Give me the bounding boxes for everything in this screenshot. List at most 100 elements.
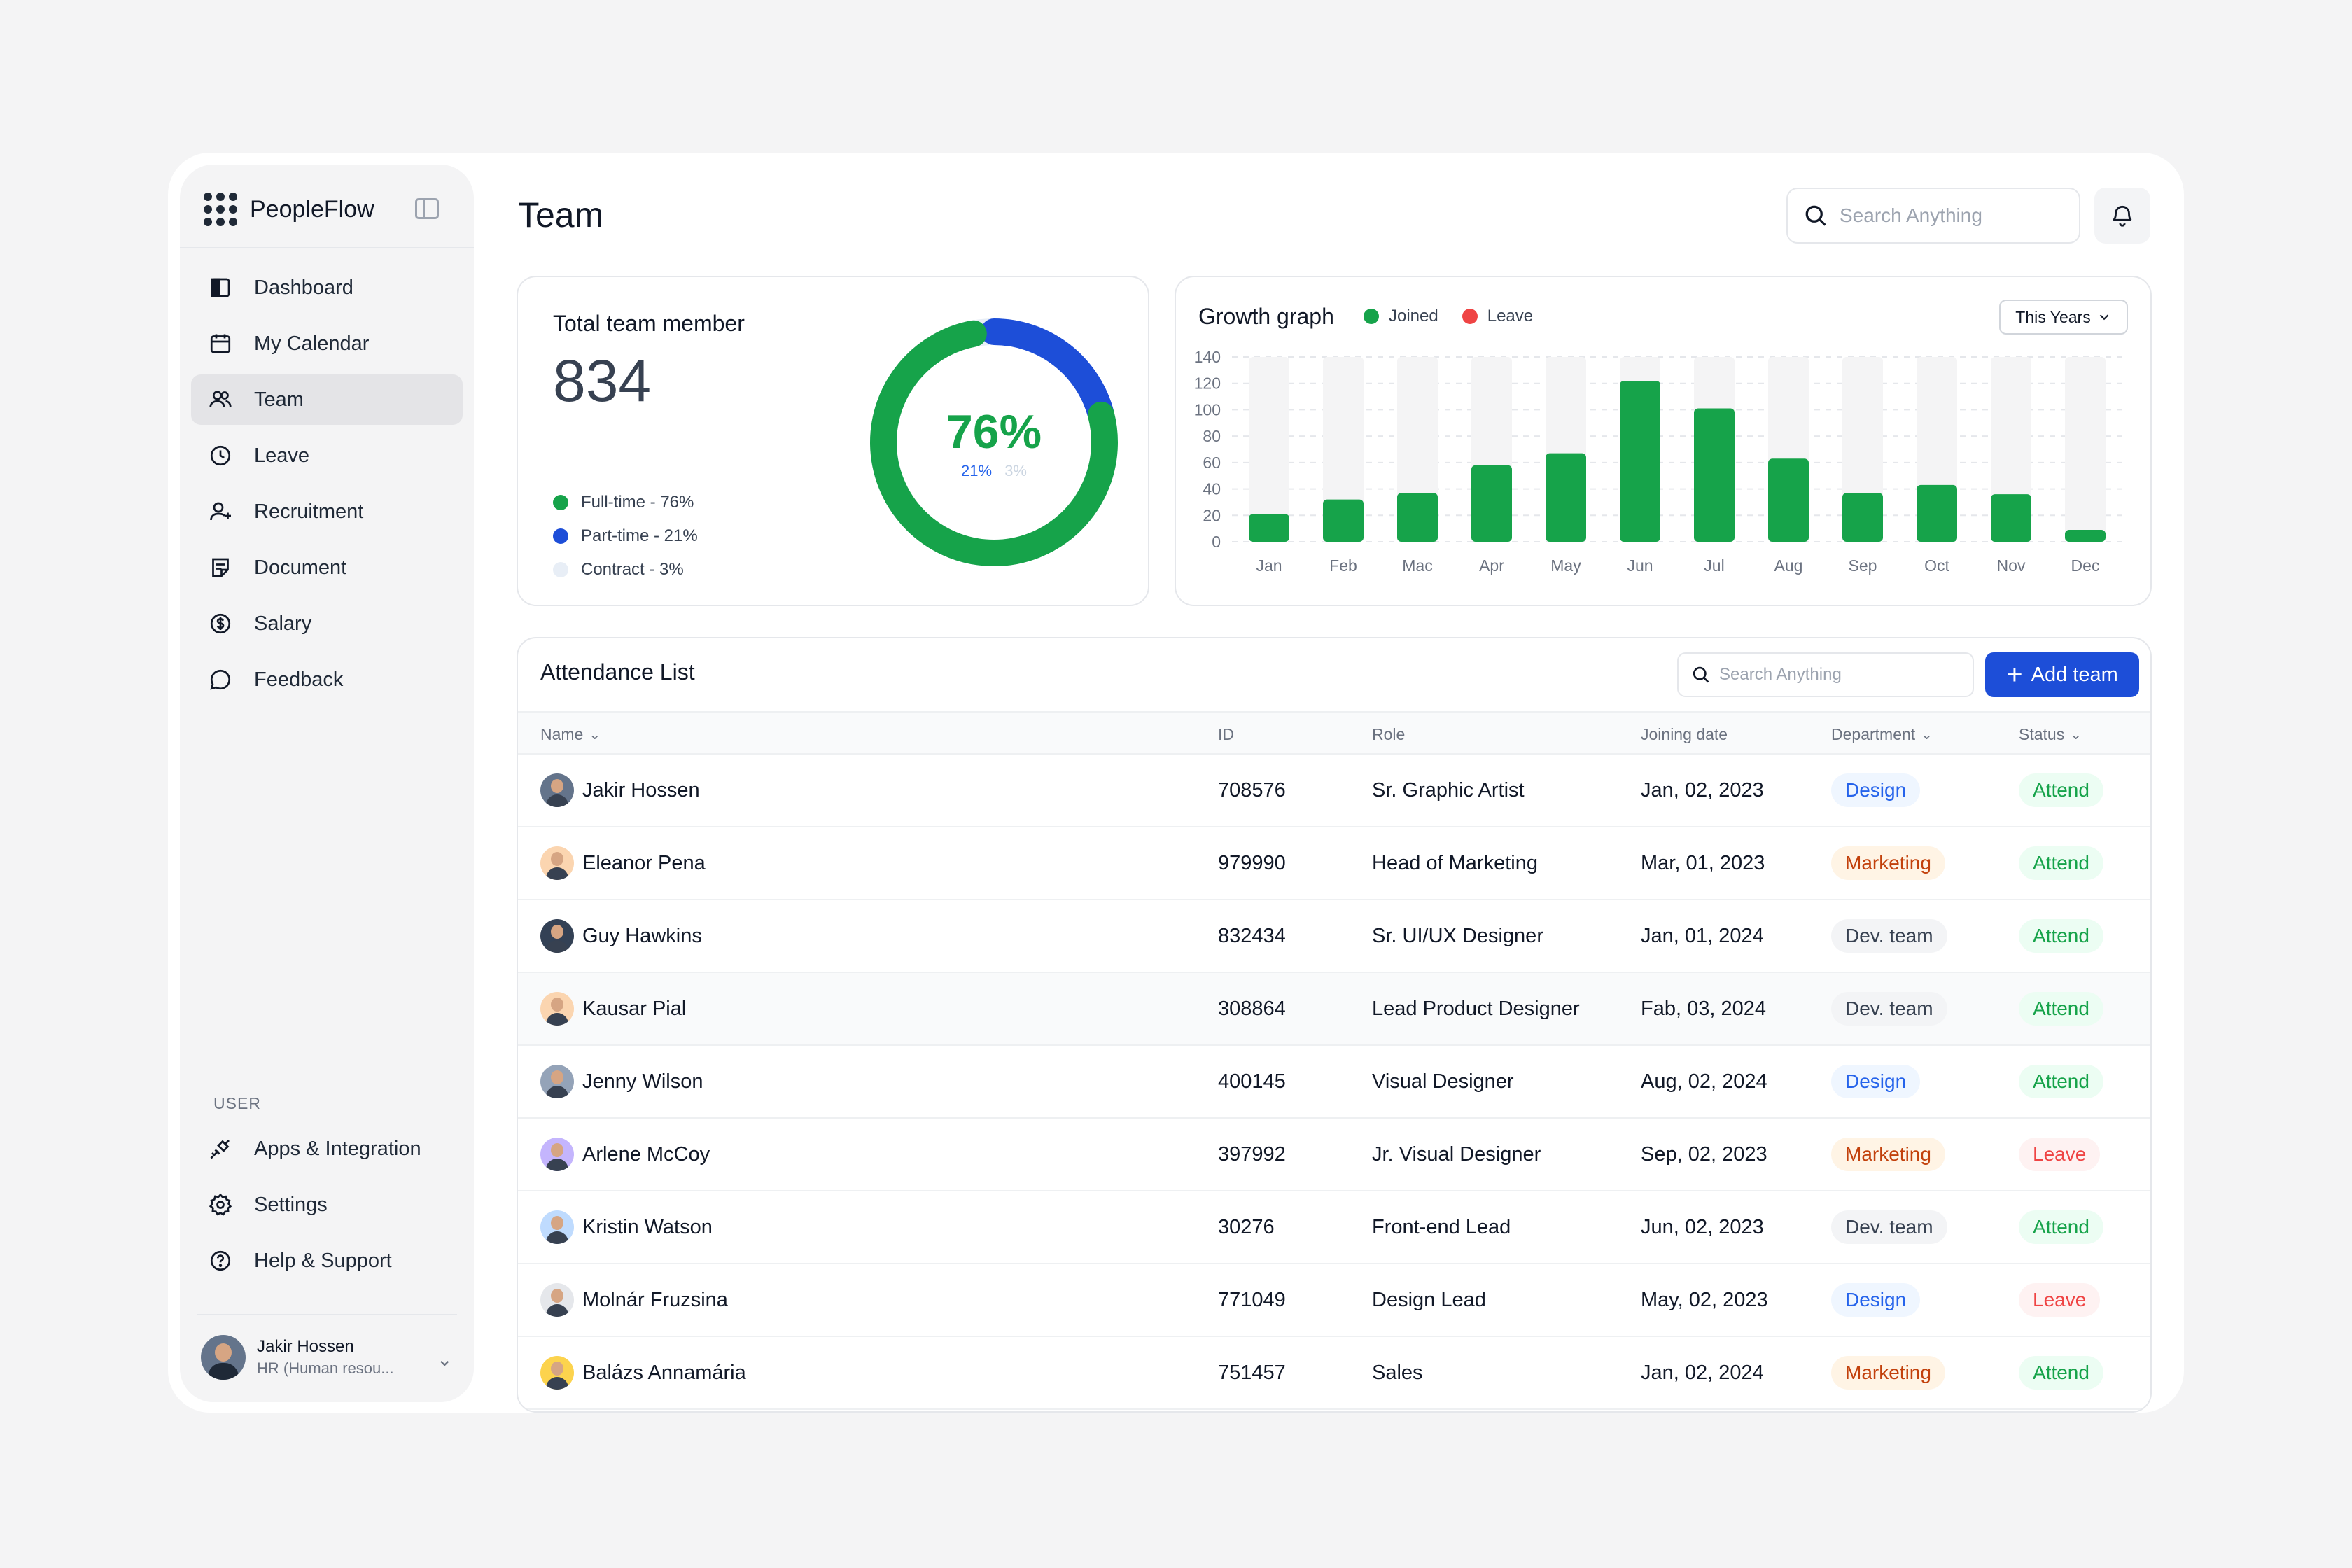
sidebar-toggle-icon[interactable] — [415, 198, 439, 219]
attendance-search-input[interactable] — [1719, 665, 1957, 685]
cell-role: Sales — [1372, 1361, 1423, 1384]
bar-sep[interactable] — [1842, 493, 1883, 542]
search-input[interactable] — [1840, 204, 2050, 227]
member-name: Molnár Fruzsina — [582, 1288, 728, 1311]
sidebar-divider — [180, 247, 474, 248]
cell-joining-date: Mar, 01, 2023 — [1641, 851, 1765, 874]
sidebar-item-team[interactable]: Team — [191, 374, 463, 425]
cell-role: Sr. Graphic Artist — [1372, 778, 1525, 802]
cell-department: Design — [1831, 1264, 1921, 1336]
bar-mac[interactable] — [1397, 493, 1438, 542]
bar-oct[interactable] — [1917, 484, 1957, 542]
bar-may[interactable] — [1546, 453, 1586, 542]
sidebar-item-leave[interactable]: Leave — [191, 430, 463, 481]
x-tick-label: Oct — [1924, 556, 1949, 575]
sidebar-item-settings[interactable]: Settings — [191, 1180, 463, 1230]
global-search[interactable] — [1786, 188, 2080, 244]
cell-name: Kristin Watson — [540, 1191, 713, 1263]
table-row[interactable]: Jakir Hossen 708576 Sr. Graphic Artist Jan,… — [518, 755, 2150, 827]
table-row[interactable]: Balázs Annamária 751457 Sales Jan, 02, 2024… — [518, 1337, 2150, 1410]
cell-status: Attend — [2019, 900, 2104, 972]
status-badge: Leave — [2019, 1283, 2101, 1317]
attendance-search[interactable] — [1677, 652, 1974, 697]
bar-jun[interactable] — [1620, 380, 1660, 542]
cell-role: Front-end Lead — [1372, 1215, 1511, 1238]
department-badge: Dev. team — [1831, 919, 1947, 953]
status-badge: Attend — [2019, 919, 2104, 953]
bar-nov[interactable] — [1991, 494, 2031, 542]
add-team-button[interactable]: + Add team — [1985, 652, 2139, 697]
status-badge: Attend — [2019, 846, 2104, 880]
brand[interactable]: PeopleFlow — [204, 192, 374, 226]
table-row[interactable]: Eleanor Pena 979990 Head of Marketing Mar, … — [518, 827, 2150, 900]
bar-apr[interactable] — [1471, 465, 1512, 542]
sidebar-item-document[interactable]: Document — [191, 542, 463, 593]
cell-department: Marketing — [1831, 827, 1945, 899]
cell-id: 30276 — [1218, 1215, 1275, 1238]
sidebar-item-apps-integration[interactable]: Apps & Integration — [191, 1124, 463, 1174]
peopleflow-logo-icon — [204, 192, 237, 226]
cell-role: Visual Designer — [1372, 1070, 1514, 1093]
cell-name: Balázs Annamária — [540, 1337, 746, 1408]
legend-dot — [553, 562, 568, 578]
y-tick-label: 80 — [1203, 427, 1221, 445]
user-profile-card[interactable]: Jakir Hossen HR (Human resou... ⌄ — [201, 1335, 453, 1380]
help-icon — [208, 1248, 233, 1273]
bar-aug[interactable] — [1768, 458, 1809, 542]
member-name: Balázs Annamária — [582, 1361, 746, 1384]
sidebar-item-label: Dashboard — [254, 276, 354, 299]
sidebar-item-dashboard[interactable]: Dashboard — [191, 262, 463, 313]
sidebar-item-salary[interactable]: Salary — [191, 598, 463, 649]
table-row[interactable]: Kristin Watson 30276 Front-end Lead Jun, 02… — [518, 1191, 2150, 1264]
cell-department: Design — [1831, 1046, 1921, 1117]
cell-role: Sr. UI/UX Designer — [1372, 924, 1544, 947]
member-name: Jenny Wilson — [582, 1070, 704, 1093]
y-tick-label: 0 — [1212, 533, 1221, 551]
table-header: Name ⌄ ID Role Joining date Department ⌄ S… — [518, 711, 2150, 755]
cell-department: Marketing — [1831, 1119, 1945, 1190]
y-tick-label: 100 — [1194, 400, 1221, 419]
notification-button[interactable] — [2094, 188, 2150, 244]
x-tick-label: Sep — [1849, 556, 1877, 575]
table-row[interactable]: Guy Hawkins 832434 Sr. UI/UX Designer Jan, … — [518, 900, 2150, 973]
legend-item: Part-time - 21% — [553, 519, 698, 553]
member-name: Guy Hawkins — [582, 924, 702, 947]
table-row[interactable]: Arlene McCoy 397992 Jr. Visual Designer Sep… — [518, 1119, 2150, 1191]
column-status[interactable]: Status ⌄ — [2019, 725, 2082, 744]
legend-item: Contract - 3% — [553, 553, 698, 587]
cell-role: Jr. Visual Designer — [1372, 1142, 1541, 1166]
table-row[interactable]: Molnár Fruzsina 771049 Design Lead May, 02,… — [518, 1264, 2150, 1337]
legend-dot — [553, 495, 568, 510]
table-row[interactable]: Kausar Pial 308864 Lead Product Designer Fa… — [518, 973, 2150, 1046]
column-id-label: ID — [1218, 725, 1234, 743]
column-department[interactable]: Department ⌄ — [1831, 725, 1933, 744]
add-team-label: Add team — [2031, 663, 2118, 686]
sidebar-item-feedback[interactable]: Feedback — [191, 654, 463, 705]
column-date-label: Joining date — [1641, 725, 1728, 743]
cell-joining-date: Aug, 02, 2024 — [1641, 1070, 1768, 1093]
user-role: HR (Human resou... — [257, 1359, 394, 1377]
attendance-card: Attendance List + Add team Name ⌄ ID Role… — [517, 637, 2152, 1413]
y-tick-label: 120 — [1194, 374, 1221, 393]
legend-dot — [553, 528, 568, 544]
legend-label: Contract - 3% — [581, 560, 684, 579]
bar-feb[interactable] — [1323, 499, 1364, 542]
avatar — [540, 1356, 574, 1390]
cell-status: Attend — [2019, 1337, 2104, 1408]
sidebar-item-help-support[interactable]: Help & Support — [191, 1236, 463, 1286]
donut-percent-part: 21% — [961, 462, 993, 479]
bar-dec[interactable] — [2065, 530, 2106, 542]
table-row[interactable]: Jenny Wilson 400145 Visual Designer Aug, 02… — [518, 1046, 2150, 1119]
bell-icon — [2113, 205, 2132, 227]
user-divider — [197, 1314, 457, 1315]
column-name[interactable]: Name ⌄ — [540, 725, 601, 744]
chevron-down-icon[interactable]: ⌄ — [436, 1348, 453, 1370]
bar-jul[interactable] — [1694, 408, 1735, 542]
sidebar-item-recruitment[interactable]: Recruitment — [191, 486, 463, 537]
cell-joining-date: May, 02, 2023 — [1641, 1288, 1768, 1311]
sidebar-item-label: Feedback — [254, 668, 344, 691]
bar-jan[interactable] — [1249, 514, 1289, 542]
cell-status: Attend — [2019, 1191, 2104, 1263]
period-select[interactable]: This Years — [1999, 300, 2128, 335]
sidebar-item-my-calendar[interactable]: My Calendar — [191, 318, 463, 369]
